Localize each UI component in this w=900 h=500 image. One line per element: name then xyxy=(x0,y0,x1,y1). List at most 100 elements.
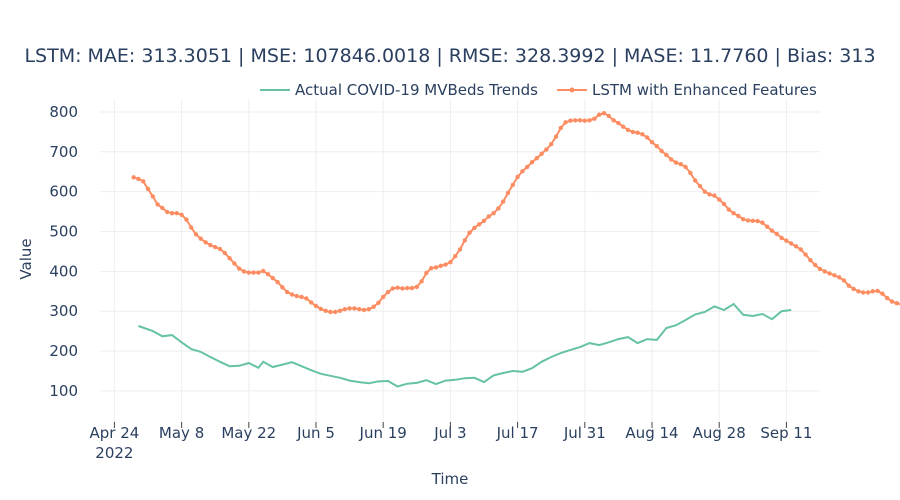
data-point xyxy=(563,120,568,125)
data-point xyxy=(222,250,227,256)
x-tick-label: Jun 5 xyxy=(296,424,335,442)
data-point xyxy=(477,222,482,227)
data-point xyxy=(606,113,611,119)
x-tick-label: May 8 xyxy=(159,424,204,442)
data-point xyxy=(505,190,511,196)
data-point xyxy=(251,270,256,275)
x-tick-label: Jun 19 xyxy=(359,424,407,442)
data-point xyxy=(136,176,141,182)
y-tick-label: 100 xyxy=(49,382,78,400)
x-tick-label: Jul 31 xyxy=(563,424,606,442)
y-tick-label: 400 xyxy=(49,262,78,280)
data-point xyxy=(275,279,280,285)
x-axis-label: Time xyxy=(431,470,469,488)
data-point xyxy=(385,289,391,295)
data-point xyxy=(414,284,419,290)
data-point xyxy=(155,202,160,207)
data-point xyxy=(280,285,285,290)
legend-item[interactable]: Actual COVID-19 MVBeds Trends xyxy=(260,81,538,99)
data-point xyxy=(721,201,727,207)
y-tick-label: 200 xyxy=(49,342,78,360)
data-point xyxy=(558,125,563,131)
data-point xyxy=(304,296,309,301)
data-point xyxy=(894,301,899,306)
data-point xyxy=(462,238,467,243)
series-line xyxy=(138,302,792,388)
data-point xyxy=(193,232,199,237)
x-tick-label: May 22 xyxy=(221,424,276,442)
data-point xyxy=(347,306,352,311)
data-point xyxy=(861,290,866,295)
data-point xyxy=(601,111,607,116)
data-point xyxy=(313,303,319,309)
plot-area xyxy=(131,111,900,388)
data-point xyxy=(333,309,338,315)
data-point xyxy=(678,162,683,167)
data-point xyxy=(438,263,443,268)
x-tick-sublabel: 2022 xyxy=(95,444,133,462)
data-point xyxy=(712,193,717,198)
data-point xyxy=(774,231,779,237)
data-point xyxy=(549,142,554,147)
data-point xyxy=(851,286,856,292)
data-point xyxy=(659,148,664,154)
series-lstm xyxy=(131,111,900,315)
data-point xyxy=(611,118,616,123)
data-point xyxy=(553,134,559,139)
data-point xyxy=(419,279,424,284)
x-tick-label: Aug 14 xyxy=(625,424,678,442)
grid xyxy=(100,100,820,422)
data-point xyxy=(409,285,415,291)
data-point xyxy=(789,241,794,246)
data-point xyxy=(145,186,151,192)
y-tick-label: 500 xyxy=(49,223,78,241)
data-point xyxy=(630,129,635,135)
data-point xyxy=(261,268,266,274)
x-tick-label: Jul 3 xyxy=(433,424,466,442)
data-point xyxy=(371,304,376,309)
data-point xyxy=(765,224,770,229)
data-point xyxy=(467,230,472,235)
y-axis-ticks: 100 200 300 400 500 600 700 800 xyxy=(49,103,78,400)
data-point xyxy=(366,307,371,312)
legend-marker xyxy=(569,87,575,93)
data-point xyxy=(625,127,631,133)
data-point xyxy=(707,192,712,197)
data-point xyxy=(880,291,885,296)
series-actual xyxy=(138,302,792,388)
data-point xyxy=(520,169,525,174)
data-point xyxy=(803,252,808,257)
data-point xyxy=(688,170,693,176)
data-point xyxy=(582,118,587,123)
data-point xyxy=(179,212,184,217)
data-point xyxy=(342,307,347,312)
data-point xyxy=(501,199,506,204)
data-point xyxy=(808,258,813,263)
data-point xyxy=(150,194,155,199)
data-point xyxy=(870,289,875,294)
data-point xyxy=(472,225,477,231)
legend-item[interactable]: LSTM with Enhanced Features xyxy=(557,81,817,99)
data-point xyxy=(793,244,799,249)
x-tick-label: Aug 28 xyxy=(693,424,746,442)
data-point xyxy=(352,306,357,311)
data-point xyxy=(635,130,640,135)
data-point xyxy=(669,157,674,162)
data-point xyxy=(443,262,448,267)
data-point xyxy=(846,283,851,288)
data-point xyxy=(577,118,583,123)
data-point xyxy=(294,293,299,299)
data-point xyxy=(160,205,165,211)
data-point xyxy=(203,240,208,245)
data-point xyxy=(395,285,400,290)
legend[interactable]: Actual COVID-19 MVBeds Trends LSTM with E… xyxy=(260,81,817,99)
data-point xyxy=(256,270,261,275)
x-tick-label: Jul 17 xyxy=(496,424,539,442)
data-point xyxy=(323,308,328,313)
data-point xyxy=(534,156,539,161)
data-point xyxy=(889,299,895,304)
data-point xyxy=(189,225,194,230)
data-point xyxy=(510,182,515,188)
data-point xyxy=(376,300,381,305)
data-point xyxy=(673,160,679,165)
